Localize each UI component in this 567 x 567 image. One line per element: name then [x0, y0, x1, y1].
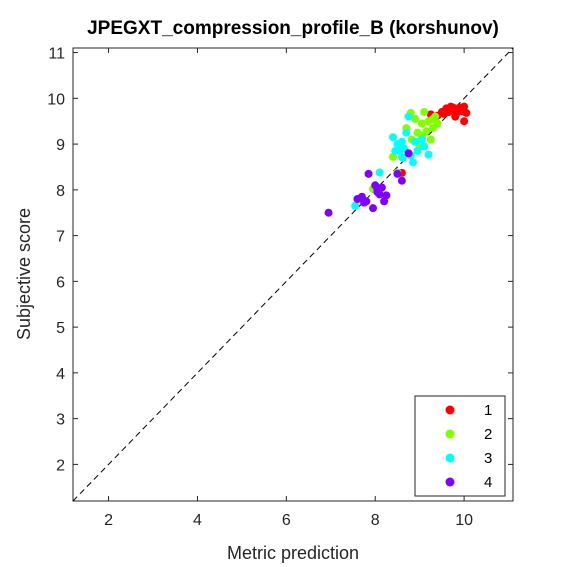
x-axis-ticks: 2 4 6 8 10	[104, 48, 473, 529]
legend-box	[414, 395, 506, 497]
legend-marker-4	[445, 477, 455, 487]
y-tick-label: 8	[56, 183, 65, 200]
data-point-series-4	[360, 198, 369, 207]
x-tick-label: 6	[282, 512, 291, 529]
data-point-series-3	[398, 153, 407, 162]
data-point-series-3	[413, 146, 422, 155]
y-tick-label: 7	[56, 229, 65, 246]
data-point-series-4	[373, 188, 382, 197]
data-point-series-3	[411, 137, 420, 146]
legend-label-2: 2	[484, 426, 492, 443]
data-point-series-3	[420, 142, 429, 151]
data-point-series-3	[417, 135, 426, 144]
data-point-series-2	[417, 119, 426, 128]
data-point-series-3	[397, 137, 406, 146]
y-tick-label: 3	[56, 412, 65, 429]
legend-marker-1	[445, 405, 455, 415]
data-point-series-4	[404, 149, 413, 158]
x-tick-label: 2	[104, 512, 113, 529]
y-tick-label: 11	[48, 46, 65, 63]
data-point-series-3	[351, 201, 360, 210]
y-tick-label: 10	[47, 91, 65, 108]
data-point-series-3	[404, 112, 413, 121]
data-point-series-3	[391, 146, 400, 155]
legend-label-3: 3	[484, 450, 492, 467]
y-tick-label: 5	[56, 320, 65, 337]
data-point-series-2	[411, 114, 420, 123]
data-point-series-3	[402, 128, 411, 137]
data-point-series-1	[460, 117, 469, 126]
data-point-series-1	[451, 112, 460, 121]
x-tick-label: 10	[455, 512, 473, 529]
legend: 1 2 3 4	[414, 395, 506, 497]
data-point-series-1	[440, 109, 449, 118]
x-tick-label: 8	[371, 512, 380, 529]
data-point-series-2	[426, 135, 435, 144]
chart-title: JPEGXT_compression_profile_B (korshunov)	[87, 18, 499, 39]
legend-label-1: 1	[484, 402, 492, 419]
data-point-series-1	[446, 102, 455, 111]
y-axis-ticks: 2 3 4 5 6 7 8 9 10 11	[47, 46, 513, 474]
legend-marker-3	[445, 453, 455, 463]
y-tick-label: 2	[56, 457, 65, 474]
legend-marker-2	[445, 429, 455, 439]
data-points	[324, 102, 471, 217]
data-point-series-1	[456, 105, 465, 114]
x-axis-label: Metric prediction	[227, 543, 359, 563]
data-point-series-2	[420, 108, 429, 117]
y-tick-label: 6	[56, 274, 65, 291]
y-axis-label: Subjective score	[14, 208, 34, 340]
data-point-series-3	[389, 133, 397, 142]
data-point-series-4	[324, 208, 333, 217]
data-point-series-3	[424, 150, 433, 159]
y-tick-label: 9	[56, 137, 65, 154]
data-point-series-4	[397, 176, 406, 185]
diagonal-reference-line	[72, 47, 514, 502]
data-point-series-4	[369, 204, 377, 213]
data-point-series-4	[364, 169, 373, 178]
y-tick-label: 4	[56, 366, 65, 383]
data-point-series-1	[462, 108, 471, 117]
data-point-series-2	[429, 114, 437, 123]
data-point-series-4	[382, 191, 391, 200]
data-point-series-4	[393, 169, 402, 178]
data-point-series-3	[409, 158, 417, 167]
legend-label-4: 4	[484, 474, 492, 491]
data-point-series-3	[375, 168, 384, 177]
x-tick-label: 4	[193, 512, 202, 529]
plot-area: 2 4 6 8 10 2 3 4 5 6 7 8 9 10 11	[47, 46, 514, 529]
